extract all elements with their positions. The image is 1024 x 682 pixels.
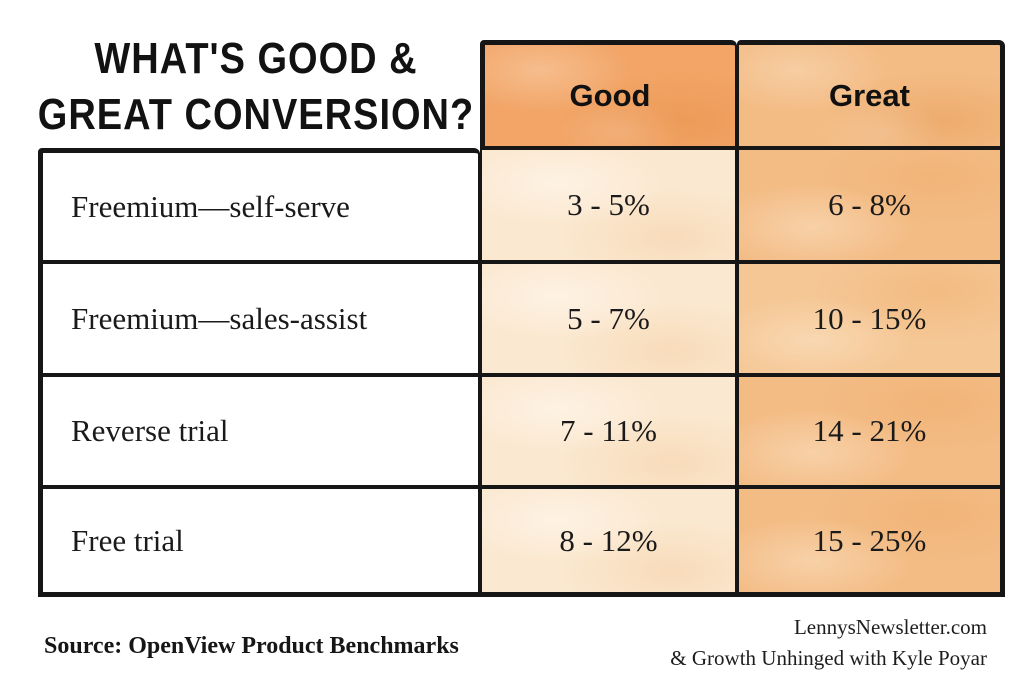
conversion-table: Good Great Freemium—self-serve 3 - 5% 6 …: [38, 40, 1005, 597]
credit-attribution: LennysNewsletter.com & Growth Unhinged w…: [670, 612, 987, 674]
cell-great-freemium-sales-assist: 10 - 15%: [737, 262, 1005, 375]
credit-line-growth-unhinged: & Growth Unhinged with Kyle Poyar: [670, 646, 987, 670]
credit-line-newsletter: LennysNewsletter.com: [793, 615, 987, 639]
column-header-great: Great: [737, 40, 1005, 148]
chart-title: WHAT'S GOOD & GREAT CONVERSION?: [28, 32, 484, 144]
row-label-reverse-trial: Reverse trial: [38, 375, 480, 487]
chart-title-line1: WHAT'S GOOD &: [94, 35, 418, 84]
cell-great-free-trial: 15 - 25%: [737, 487, 1005, 597]
cell-good-freemium-self-serve: 3 - 5%: [480, 148, 737, 262]
column-header-good: Good: [480, 40, 737, 148]
chart-title-line2: GREAT CONVERSION?: [37, 91, 475, 140]
cell-good-free-trial: 8 - 12%: [480, 487, 737, 597]
row-label-freemium-self-serve: Freemium—self-serve: [38, 148, 480, 262]
row-label-freemium-sales-assist: Freemium—sales-assist: [38, 262, 480, 375]
cell-good-freemium-sales-assist: 5 - 7%: [480, 262, 737, 375]
cell-good-reverse-trial: 7 - 11%: [480, 375, 737, 487]
row-label-free-trial: Free trial: [38, 487, 480, 597]
cell-great-freemium-self-serve: 6 - 8%: [737, 148, 1005, 262]
source-attribution: Source: OpenView Product Benchmarks: [44, 633, 459, 659]
table-corner-spacer: [38, 40, 480, 148]
cell-great-reverse-trial: 14 - 21%: [737, 375, 1005, 487]
